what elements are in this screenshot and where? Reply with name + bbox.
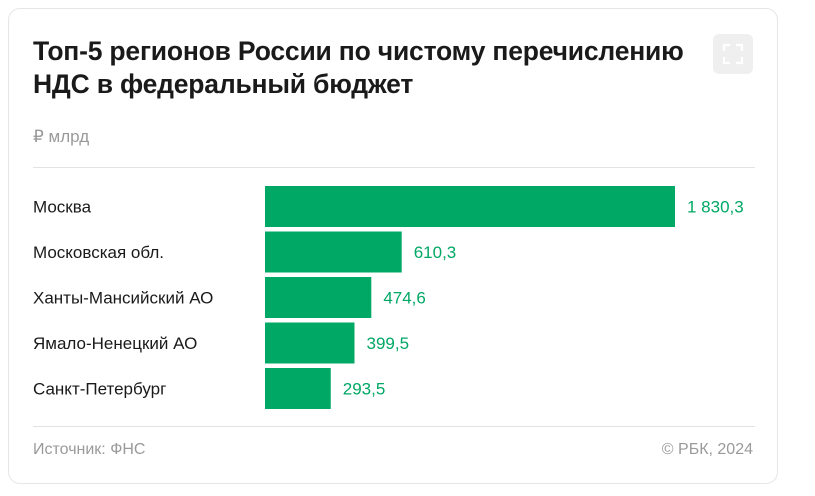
value-label: 1 830,3: [687, 198, 744, 217]
bar: [265, 368, 331, 409]
source-note: Источник: ФНС: [33, 441, 146, 458]
copyright-note: © РБК, 2024: [661, 441, 753, 458]
chart-card: Топ-5 регионов России по чистому перечис…: [8, 8, 778, 484]
expand-icon: [722, 43, 744, 65]
top-divider: [33, 167, 755, 168]
unit-label: ₽ млрд: [33, 127, 90, 146]
chart-title: Топ-5 регионов России по чистому перечис…: [33, 36, 684, 99]
bar-chart: Москва 1 830,3 Московская обл. 610,3 Ханты-М…: [33, 186, 744, 409]
category-label: Санкт-Петербург: [33, 380, 166, 399]
expand-button[interactable]: [713, 34, 753, 74]
bar: [265, 322, 355, 364]
category-label: Московская обл.: [33, 243, 164, 262]
value-label: 399,5: [366, 334, 409, 353]
category-label: Ямало-Ненецкий АО: [33, 334, 197, 353]
value-label: 610,3: [414, 243, 457, 262]
category-label: Ханты-Мансийский АО: [33, 289, 213, 308]
value-label: 474,6: [383, 289, 426, 308]
bar: [265, 231, 402, 273]
value-label: 293,5: [343, 380, 386, 399]
category-label: Москва: [33, 198, 92, 217]
bottom-divider: [33, 426, 755, 427]
bar: [265, 186, 675, 227]
bar: [265, 277, 372, 318]
